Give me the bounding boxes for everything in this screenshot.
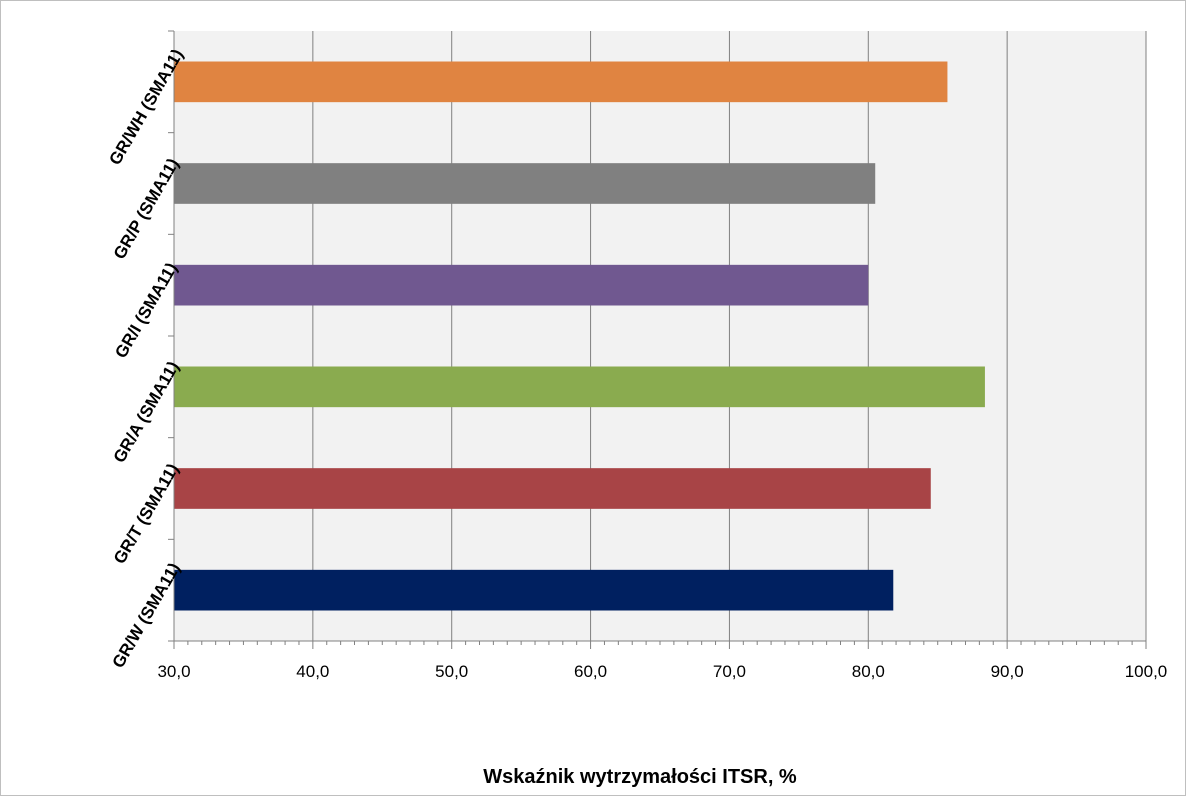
category-label: GR/A (SMA11): [110, 358, 183, 466]
x-tick-label: 60,0: [574, 662, 607, 681]
bar-2: [174, 468, 931, 509]
x-ticks: [173, 641, 1147, 649]
bar-6: [174, 61, 948, 103]
category-label: GR/P (SMA11): [110, 155, 183, 262]
bar-1: [174, 569, 894, 611]
bar-3: [174, 366, 985, 408]
category-label: GR/T (SMA11): [110, 460, 183, 567]
plot-area: [174, 31, 1146, 641]
x-axis-title: Wskaźnik wytrzymałości ITSR, %: [483, 766, 797, 788]
bars: [174, 61, 985, 611]
grid-lines: [312, 31, 1147, 641]
x-tick-label: 70,0: [713, 662, 746, 681]
category-label: GR/I (SMA11): [111, 259, 181, 361]
bar-5: [174, 163, 876, 204]
x-tick-label: 80,0: [852, 662, 885, 681]
x-tick-label: 100,0: [1125, 662, 1168, 681]
bar-4: [174, 264, 869, 306]
x-tick-label: 30,0: [157, 662, 190, 681]
x-tick-label: 50,0: [435, 662, 468, 681]
category-label: GR/W (SMA11): [108, 560, 183, 672]
x-tick-label: 90,0: [991, 662, 1024, 681]
x-tick-label: 40,0: [296, 662, 329, 681]
x-tick-labels: 30,0 40,0 50,0 60,0 70,0 80,0 90,0 100,0: [157, 662, 1167, 681]
